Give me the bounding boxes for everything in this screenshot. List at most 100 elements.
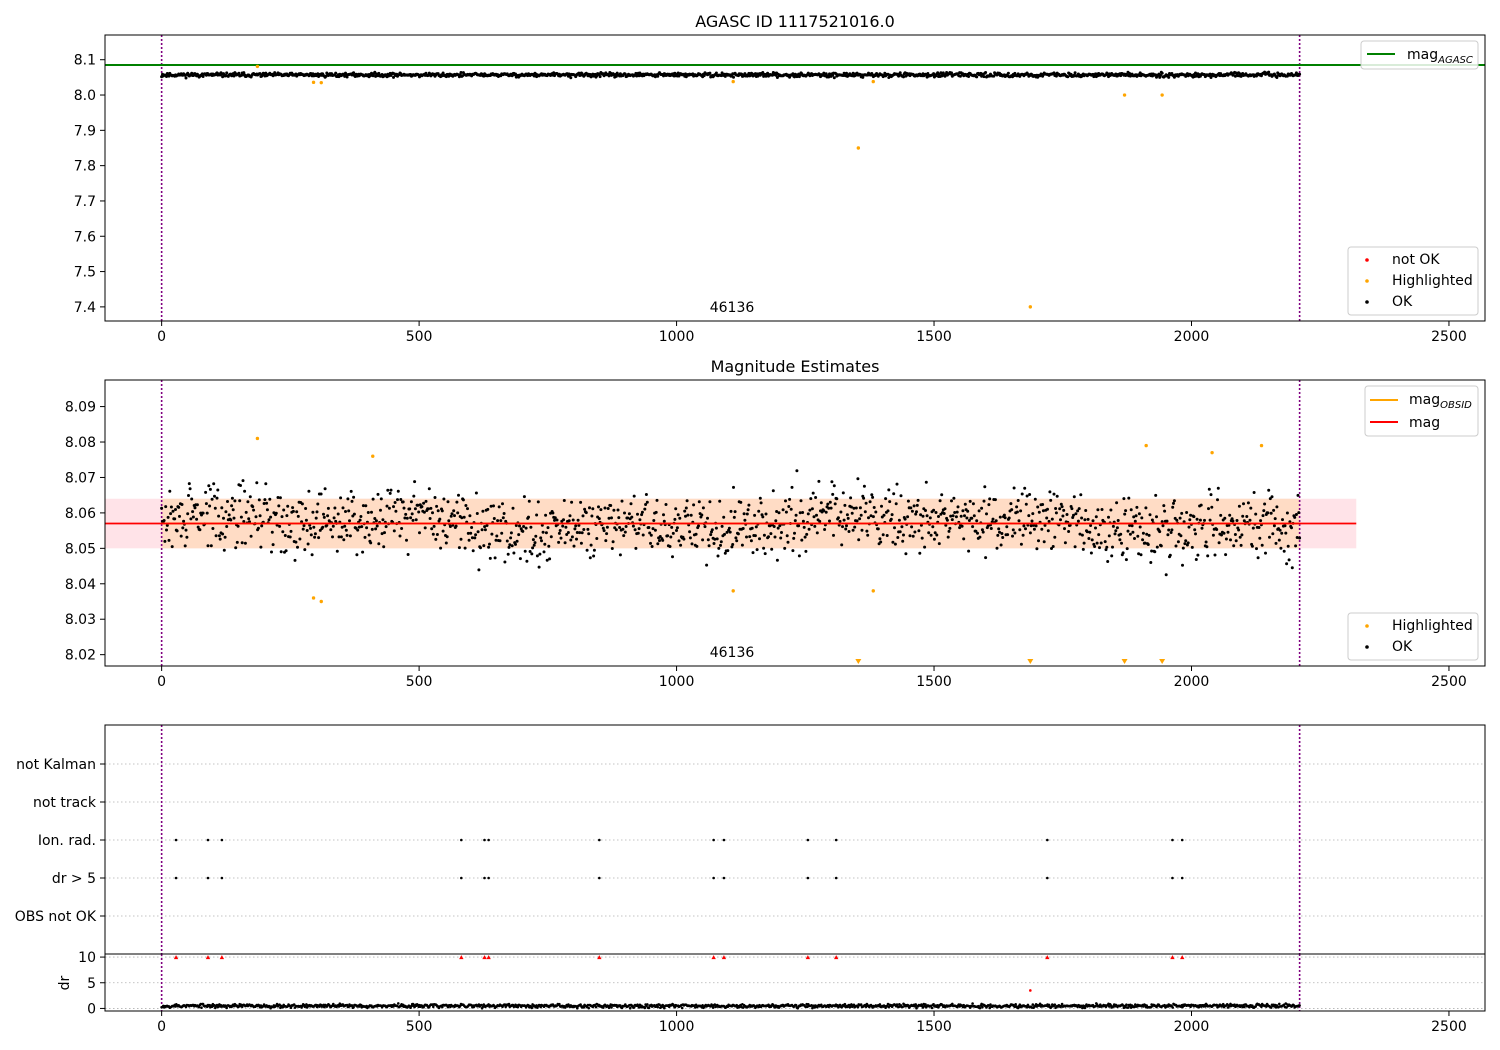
ok-point: [545, 558, 549, 562]
ok-point: [714, 526, 718, 530]
ok-point: [1106, 560, 1110, 563]
highlighted-point: [731, 589, 735, 593]
ok-point: [347, 509, 351, 513]
ok-point: [226, 500, 229, 503]
dr-point: [914, 1003, 917, 1006]
ok-point: [1115, 501, 1119, 505]
ok-point: [1229, 538, 1232, 542]
ok-point: [996, 533, 1000, 537]
ok-point: [384, 525, 388, 529]
ok-point: [255, 481, 259, 485]
ok-point: [345, 533, 349, 537]
highlighted-point: [856, 146, 861, 150]
flag-point: [483, 838, 486, 842]
highlighted-point: [311, 80, 316, 85]
ok-point: [1110, 554, 1114, 558]
ok-point: [1285, 511, 1289, 515]
ok-point: [309, 526, 312, 530]
ok-point: [1073, 71, 1077, 75]
ok-point: [212, 482, 216, 486]
ok-point: [441, 529, 445, 533]
flag-category-label: OBS not OK: [15, 909, 97, 925]
ok-point: [305, 529, 309, 532]
ok-point: [271, 543, 275, 547]
dr-point: [480, 1003, 483, 1007]
flag-point: [712, 876, 715, 880]
ok-point: [1024, 527, 1027, 531]
ok-point: [533, 541, 537, 545]
ok-point: [506, 552, 510, 556]
ok-point: [893, 542, 897, 546]
ok-point: [1149, 561, 1153, 564]
dr-point: [694, 1003, 698, 1007]
ok-point: [1094, 515, 1098, 519]
ok-point: [611, 540, 615, 544]
ok-point: [393, 501, 397, 504]
ok-point: [1061, 514, 1065, 518]
ok-point: [1085, 530, 1089, 534]
ok-point: [435, 504, 439, 508]
ok-point: [771, 489, 775, 493]
ok-point: [1067, 530, 1071, 533]
ok-point: [1030, 519, 1034, 523]
ok-point: [910, 525, 914, 529]
flag-point: [806, 838, 810, 842]
ok-point: [342, 538, 346, 542]
ok-point: [621, 527, 625, 531]
ok-point: [476, 530, 480, 534]
legend-agasc-label: mag: [1407, 47, 1438, 63]
ok-point: [1107, 515, 1110, 519]
ok-point: [488, 556, 492, 560]
dr-point: [701, 1004, 704, 1007]
ok-point: [1079, 493, 1083, 497]
ok-point: [690, 542, 694, 546]
x-tick-label: 1500: [916, 329, 952, 345]
ok-point: [535, 554, 539, 558]
ok-point: [450, 512, 454, 516]
x-tick-label: 500: [406, 674, 433, 690]
ok-point: [810, 507, 814, 511]
ok-point: [1169, 531, 1173, 534]
ok-point: [794, 513, 798, 517]
ok-point: [965, 516, 969, 520]
ok-point: [986, 524, 990, 528]
ok-point: [802, 525, 806, 529]
ok-point: [208, 487, 212, 491]
ok-point: [195, 503, 199, 507]
ok-point: [363, 535, 367, 539]
flag-point: [834, 876, 838, 880]
ok-point: [339, 496, 343, 500]
ok-point: [1143, 541, 1147, 545]
ok-point: [764, 512, 768, 516]
ok-point: [1088, 530, 1092, 534]
ok-point: [1207, 507, 1210, 511]
ok-point: [911, 534, 915, 538]
ok-point: [966, 509, 970, 513]
ok-point: [350, 499, 354, 503]
ok-point: [797, 554, 801, 558]
ok-point: [181, 526, 185, 530]
ok-point: [959, 514, 963, 518]
ok-point: [242, 520, 246, 523]
ok-point: [291, 509, 295, 513]
ok-point: [469, 531, 473, 535]
ok-point: [588, 556, 592, 560]
ok-point: [579, 541, 583, 545]
ok-point: [662, 513, 665, 517]
ok-point: [361, 504, 365, 508]
ok-point: [1183, 542, 1187, 546]
ok-point: [186, 512, 190, 516]
ok-point: [1131, 530, 1135, 534]
ok-point: [845, 71, 848, 75]
ok-point: [493, 556, 497, 560]
ok-point: [216, 488, 220, 492]
dr-point: [576, 1006, 579, 1010]
flag-point: [722, 876, 726, 880]
ok-point: [525, 559, 529, 563]
ok-point: [784, 510, 788, 514]
ok-point: [912, 504, 916, 508]
ok-point: [1248, 518, 1252, 522]
ok-point: [1115, 526, 1119, 530]
ok-point: [725, 530, 729, 534]
ok-point: [1215, 528, 1219, 531]
